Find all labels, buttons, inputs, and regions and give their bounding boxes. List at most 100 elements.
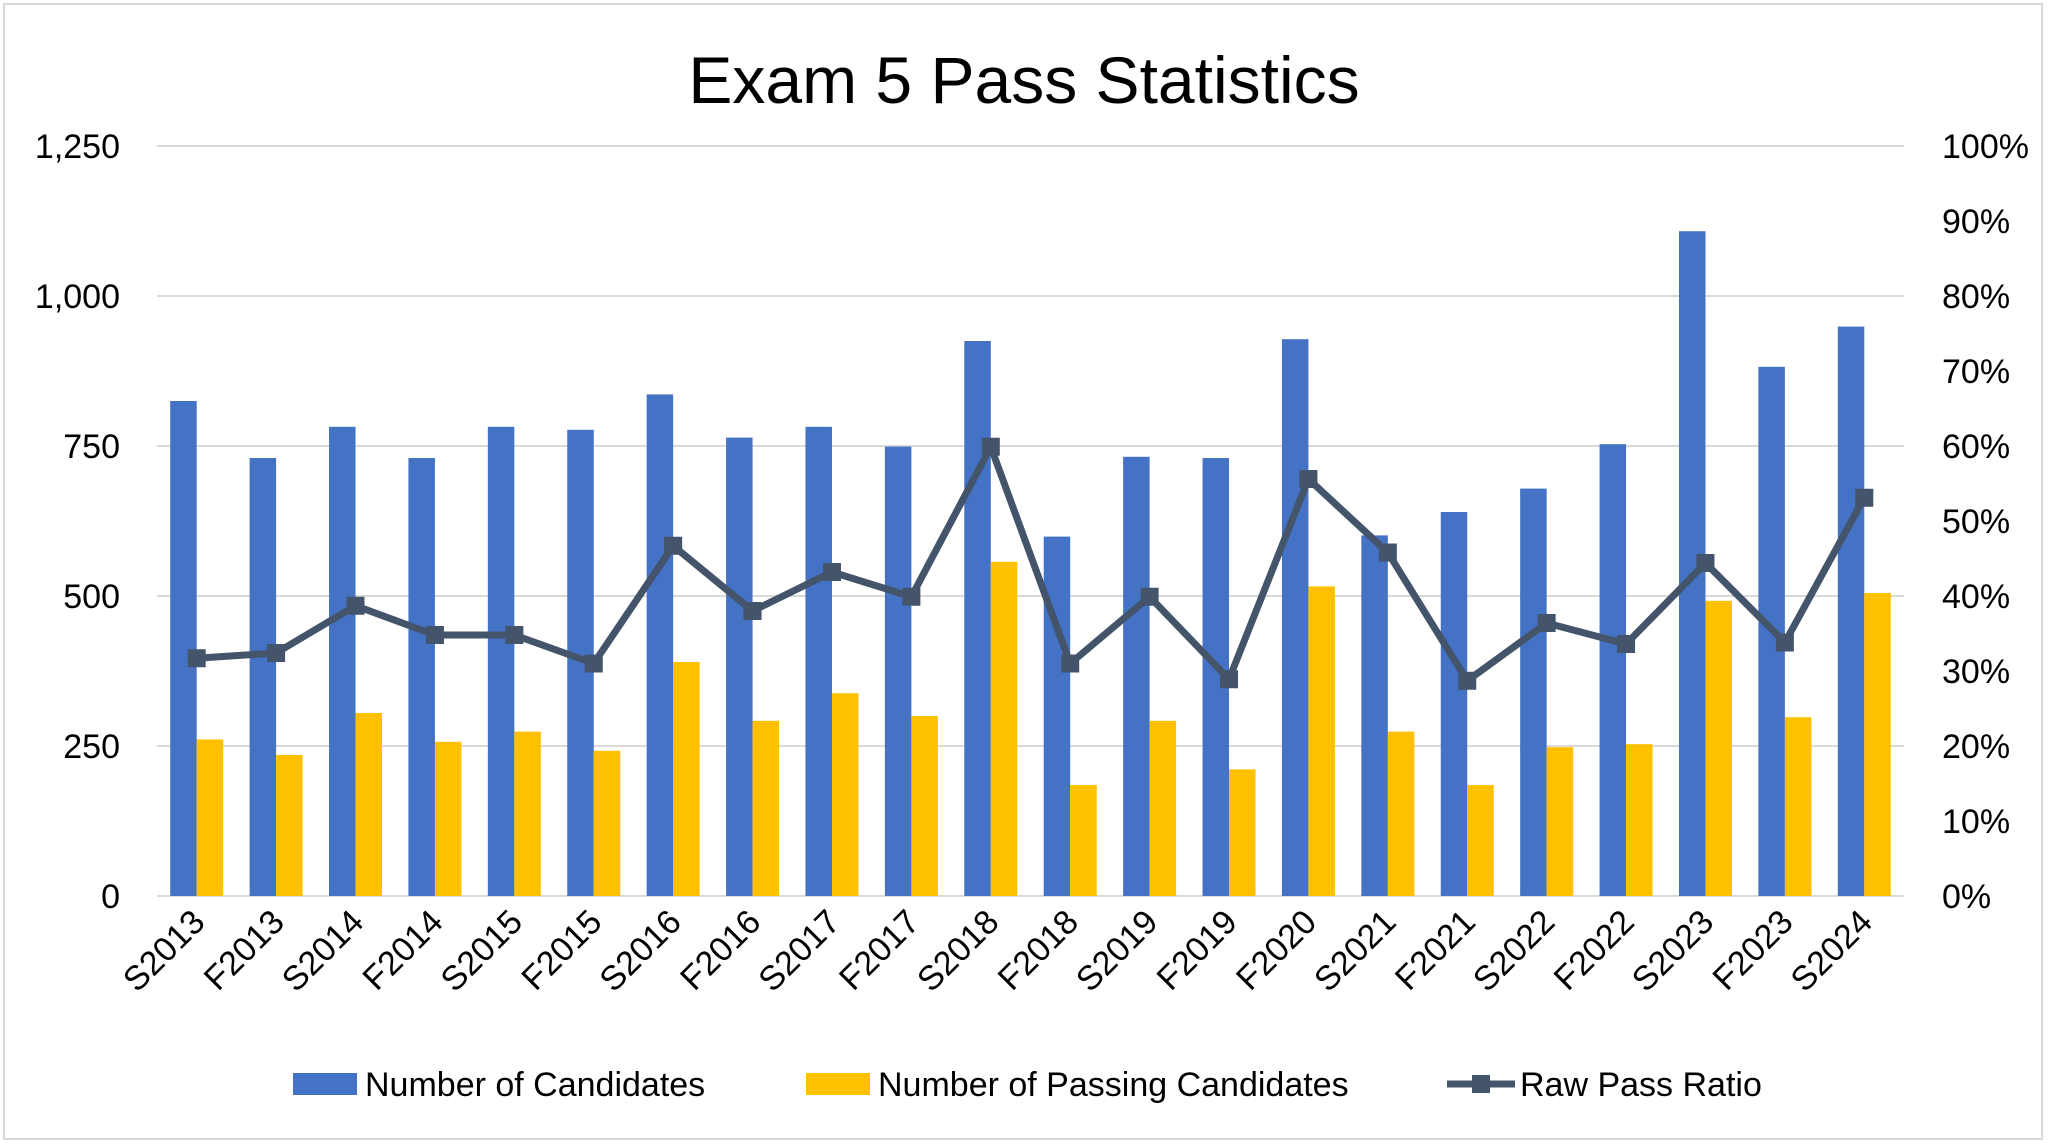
bar-candidates xyxy=(1440,512,1468,896)
bar-passing xyxy=(1308,586,1335,896)
bar-candidates xyxy=(964,341,991,896)
x-tick-label: F2020 xyxy=(1229,903,1324,998)
ratio-marker xyxy=(1299,470,1318,488)
bar-passing xyxy=(752,720,780,896)
legend-marker-ratio xyxy=(1472,1075,1490,1093)
ratio-marker xyxy=(267,644,286,662)
x-tick-label: F2019 xyxy=(1150,903,1245,998)
bar-candidates xyxy=(1520,488,1547,896)
right-tick-label: 20% xyxy=(1942,728,2010,766)
x-tick-label: S2018 xyxy=(910,903,1006,999)
bar-candidates xyxy=(726,437,753,896)
left-tick-label: 250 xyxy=(63,728,120,766)
chart-title: Exam 5 Pass Statistics xyxy=(688,43,1359,117)
ratio-marker xyxy=(505,626,524,644)
bar-candidates xyxy=(487,426,515,896)
bar-passing xyxy=(1864,593,1891,896)
ratio-marker xyxy=(981,437,1000,456)
left-tick-label: 1,250 xyxy=(35,128,120,166)
x-tick-label: F2015 xyxy=(514,903,609,998)
x-tick-label: F2023 xyxy=(1706,903,1801,998)
bar-passing xyxy=(1705,600,1732,896)
x-tick-label: F2016 xyxy=(673,903,768,998)
legend-label-passing: Number of Passing Candidates xyxy=(878,1066,1349,1104)
bars xyxy=(170,231,1891,897)
bar-candidates xyxy=(884,446,912,896)
legend-label-candidates: Number of Candidates xyxy=(365,1066,705,1104)
right-tick-label: 0% xyxy=(1942,878,1991,916)
bar-passing xyxy=(831,693,859,896)
bar-candidates xyxy=(646,394,674,896)
x-tick-label: S2016 xyxy=(592,903,688,999)
bar-passing xyxy=(1229,769,1256,896)
ratio-marker xyxy=(1140,587,1159,606)
bar-passing xyxy=(990,561,1018,896)
right-tick-label: 60% xyxy=(1942,428,2010,466)
chart-frame xyxy=(3,3,2043,1140)
ratio-marker xyxy=(1775,633,1794,652)
bar-passing xyxy=(1467,785,1494,896)
ratio-marker xyxy=(743,602,762,620)
bar-candidates xyxy=(1281,339,1309,896)
bar-candidates xyxy=(329,426,356,896)
x-tick-label: S2014 xyxy=(275,903,371,999)
x-tick-label: S2019 xyxy=(1069,903,1165,999)
bar-candidates xyxy=(1837,326,1865,897)
bar-passing xyxy=(514,731,541,896)
ratio-marker xyxy=(425,626,444,644)
right-tick-label: 10% xyxy=(1942,803,2010,841)
bar-passing xyxy=(434,741,462,896)
ratio-marker xyxy=(346,596,365,615)
x-tick-label: S2017 xyxy=(751,903,847,999)
ratio-marker xyxy=(1617,635,1636,653)
ratio-marker xyxy=(1458,671,1477,690)
bar-passing xyxy=(911,716,938,896)
ratio-line-path xyxy=(196,443,1868,685)
bar-candidates xyxy=(408,458,435,896)
ratio-marker xyxy=(822,563,841,581)
bar-passing xyxy=(1546,747,1574,896)
left-tick-label: 0 xyxy=(101,878,120,916)
bar-candidates xyxy=(1043,536,1071,896)
bar-passing xyxy=(1626,744,1653,896)
right-tick-label: 70% xyxy=(1942,353,2010,391)
x-tick-label: S2022 xyxy=(1466,903,1562,999)
x-tick-label: F2017 xyxy=(832,903,927,998)
ratio-marker xyxy=(187,649,206,668)
bar-candidates xyxy=(1361,535,1388,896)
legend-swatch-passing xyxy=(806,1073,870,1095)
ratio-marker xyxy=(1220,670,1239,689)
legend: Number of Candidates Number of Passing Ca… xyxy=(293,1066,1762,1104)
bar-passing xyxy=(355,713,383,896)
legend-label-ratio: Raw Pass Ratio xyxy=(1520,1066,1762,1104)
bar-candidates xyxy=(1599,444,1627,896)
left-tick-label: 500 xyxy=(63,578,120,616)
ratio-marker xyxy=(1537,614,1556,632)
x-tick-label: S2021 xyxy=(1307,903,1403,999)
ratio-marker xyxy=(1061,654,1080,673)
ratio-marker xyxy=(584,654,603,673)
ratio-marker xyxy=(902,587,921,606)
right-tick-label: 90% xyxy=(1942,203,2010,241)
bar-passing xyxy=(1070,785,1097,896)
ratio-marker xyxy=(1855,488,1874,507)
bar-candidates xyxy=(170,401,197,896)
legend-swatch-candidates xyxy=(293,1073,357,1095)
x-tick-label: S2015 xyxy=(434,903,530,999)
x-tick-label: S2013 xyxy=(116,903,212,999)
ratio-marker xyxy=(664,536,683,555)
right-tick-label: 50% xyxy=(1942,503,2010,541)
bar-candidates xyxy=(1123,456,1150,896)
ratio-line xyxy=(187,437,1874,690)
bar-passing xyxy=(593,750,621,896)
bar-passing xyxy=(1387,731,1415,896)
right-tick-label: 30% xyxy=(1942,653,2010,691)
x-tick-label: F2022 xyxy=(1547,903,1642,998)
bar-candidates xyxy=(249,458,277,896)
ratio-marker xyxy=(1378,543,1397,562)
x-tick-label: F2018 xyxy=(991,903,1086,998)
left-tick-label: 750 xyxy=(63,428,120,466)
right-axis-ticks: 0% 10% 20% 30% 40% 50% 60% 70% 80% 90% 100% xyxy=(1942,128,2029,916)
bar-passing xyxy=(196,739,224,896)
